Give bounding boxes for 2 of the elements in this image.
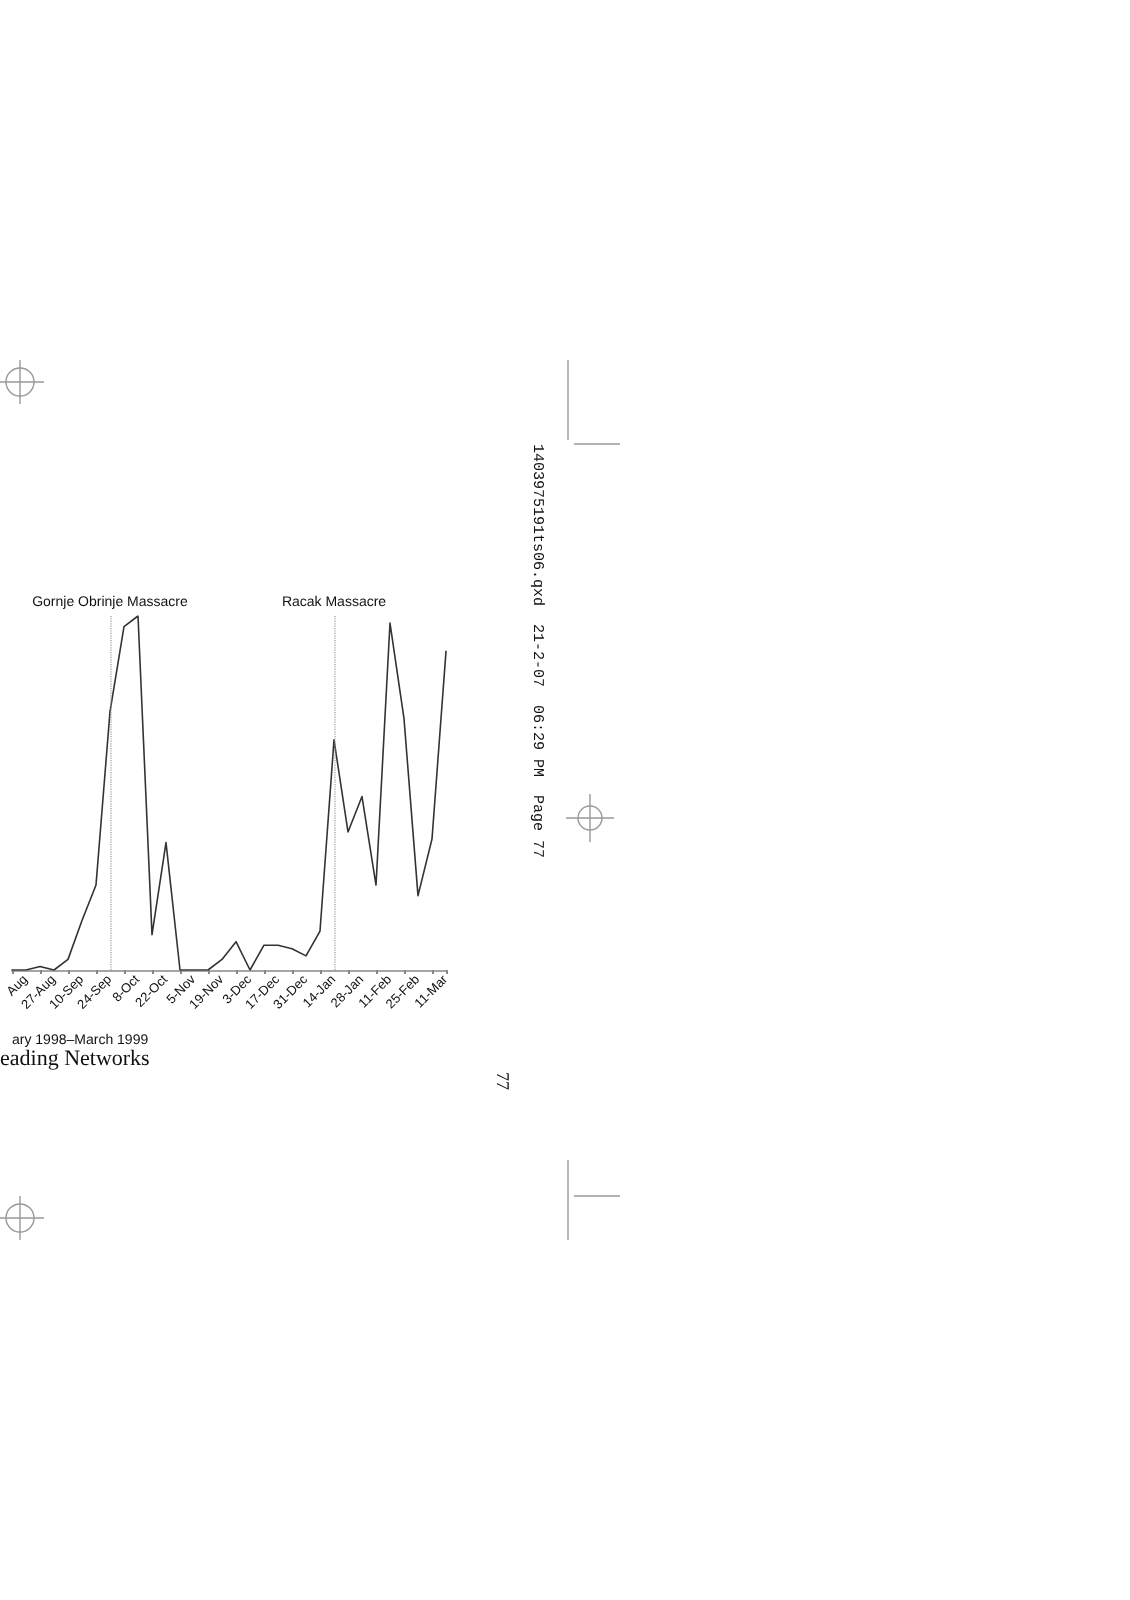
text: 77 [493, 1072, 513, 1091]
text: eading Networks [0, 1047, 150, 1071]
